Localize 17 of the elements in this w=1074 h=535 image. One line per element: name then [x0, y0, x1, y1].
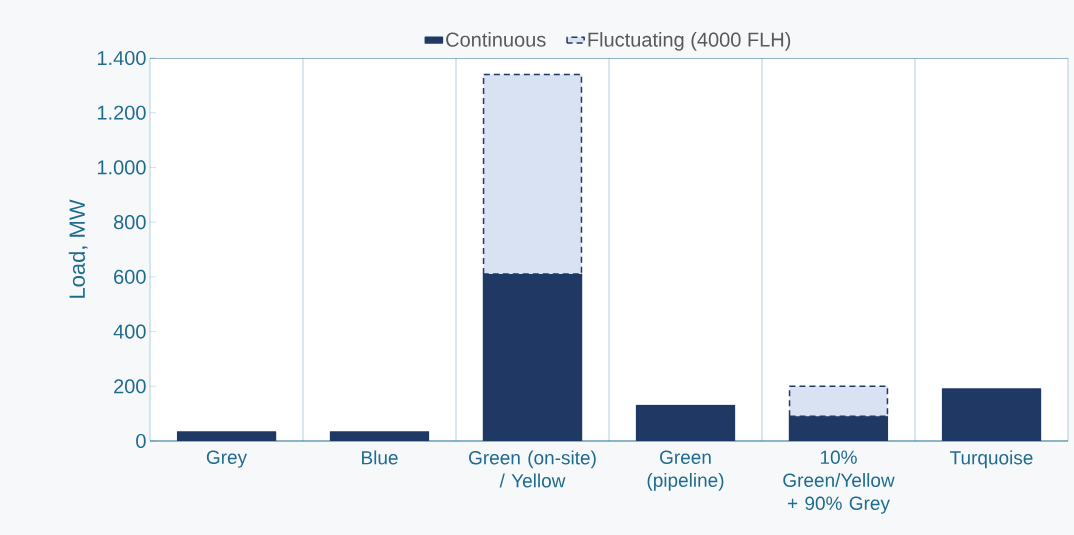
y-tick-label: 600: [114, 269, 146, 284]
legend-label: Fluctuating (4000 FLH): [588, 32, 791, 51]
x-tick-label: Grey: [206, 450, 248, 468]
y-tick-label: 400: [113, 324, 146, 339]
y-tick-label: 200: [114, 379, 146, 394]
y-tick-label: 1.200: [97, 105, 146, 120]
y-tick-label: 0: [136, 433, 146, 449]
x-tick-label: 10% Green/Yellow + 90% Grey: [783, 450, 895, 514]
y-tick-label: 1.400: [97, 50, 146, 66]
x-tick-label: Turquoise: [950, 450, 1033, 469]
x-tick-label: Blue: [362, 450, 398, 465]
y-tick-label: 1.000: [97, 160, 146, 175]
y-axis-title: Load, MW: [68, 199, 88, 298]
x-tick-label: Green (pipeline): [647, 450, 724, 491]
y-tick-label: 800: [113, 215, 146, 230]
legend-label: Continuous: [446, 32, 546, 47]
x-tick-label: Green (on-site) / Yellow: [469, 450, 596, 488]
